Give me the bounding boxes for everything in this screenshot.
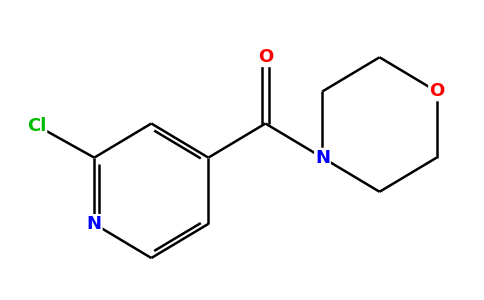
Text: O: O — [429, 82, 444, 100]
Text: Cl: Cl — [27, 116, 46, 134]
Text: N: N — [315, 148, 330, 166]
Text: N: N — [87, 215, 102, 233]
Text: O: O — [258, 48, 273, 66]
